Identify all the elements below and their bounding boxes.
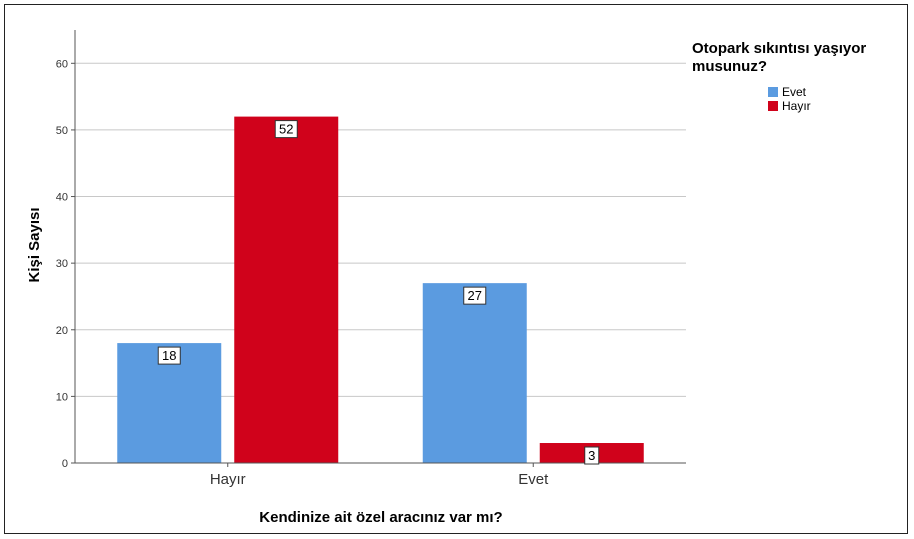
y-tick-label-10: 10 [56,391,68,403]
x-axis-title: Kendinize ait özel aracınız var mı? [259,509,502,526]
x-tick-label-Evet: Evet [518,471,549,488]
data-label-Evet-Hayır: 3 [588,448,595,463]
data-label-Hayır-Evet: 18 [162,348,176,363]
data-label-box-Evet-Hayır [584,446,600,465]
y-tick-label-50: 50 [56,125,68,137]
legend-title-line-1: Otopark sıkıntısı yaşıyor [692,40,866,57]
legend-label-hayir: Hayır [782,99,811,113]
data-labels: 18 52 27 3 [157,120,600,465]
y-axis-title: Kişi Sayısı [26,207,43,282]
data-label-Evet-Evet: 27 [468,288,482,303]
legend-swatch-hayir [768,101,778,111]
y-tick-label-30: 30 [56,258,68,270]
x-tick-label-Hayır: Hayır [210,471,246,488]
legend: Otopark sıkıntısı yaşıyor musunuz? Evet … [692,40,866,113]
bar-Hayır-Hayır [234,116,339,463]
data-label-box-Evet-Evet [463,286,487,305]
y-tick-label-0: 0 [62,458,68,470]
y-tick-label-60: 60 [56,58,68,70]
bars [117,116,644,463]
legend-title-line-2: musunuz? [692,58,767,75]
legend-swatch-evet [768,87,778,97]
bar-Evet-Evet [422,283,527,463]
data-label-box-Hayır-Evet [157,346,181,365]
y-tick-label-20: 20 [56,325,68,337]
data-label-Hayır-Hayır: 52 [279,122,293,137]
y-tick-label-40: 40 [56,192,68,204]
legend-label-evet: Evet [782,85,807,99]
data-label-box-Hayır-Hayır [274,120,298,139]
axes: 0 10 20 30 40 50 60 Hayır Evet [56,30,686,488]
